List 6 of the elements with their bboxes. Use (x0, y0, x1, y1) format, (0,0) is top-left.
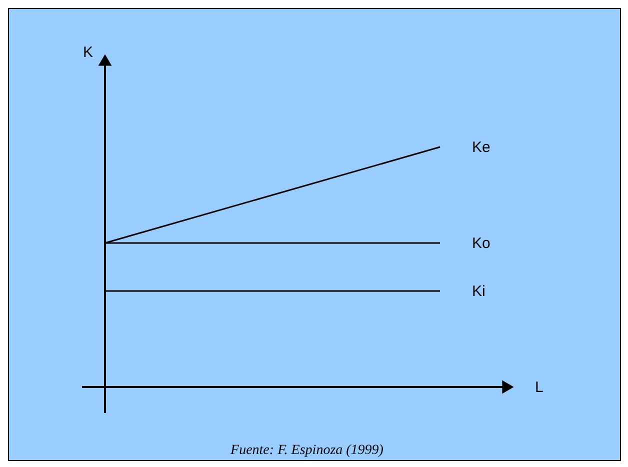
text: K (82, 44, 94, 61)
text: Ko (472, 235, 490, 252)
text: Ke (472, 139, 490, 156)
x-axis-title: L (535, 379, 544, 396)
source-note: Fuente: F. Espinoza (1999) (230, 443, 384, 458)
text: Ki (472, 283, 486, 300)
